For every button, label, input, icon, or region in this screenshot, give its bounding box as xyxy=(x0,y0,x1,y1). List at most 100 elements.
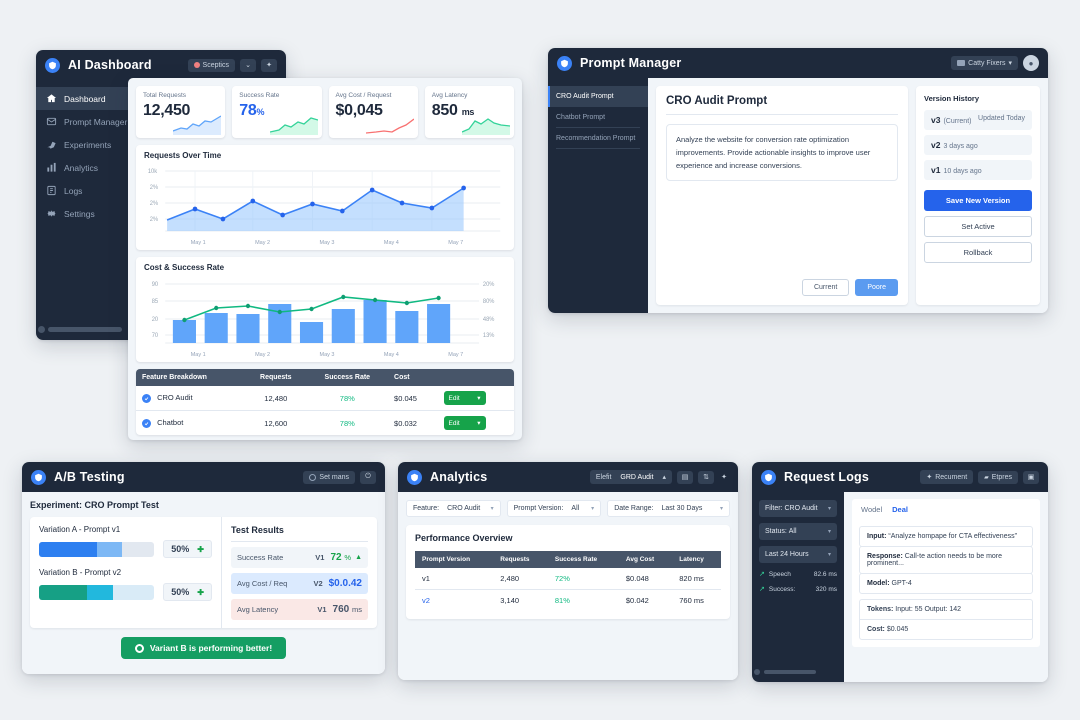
prompt-item-chatbot[interactable]: Chatbot Prompt xyxy=(548,107,648,128)
filter-label: Filter: xyxy=(765,505,783,512)
sort-icon[interactable]: ⇅ xyxy=(698,470,714,484)
add-icon[interactable]: ✦ xyxy=(261,58,277,72)
avatar[interactable]: ● xyxy=(1023,55,1039,71)
tab-detail[interactable]: Deal xyxy=(892,505,908,514)
variation-a-stepper[interactable]: 50% ✚ xyxy=(163,540,212,558)
sidebar-item-settings[interactable]: Settings xyxy=(36,202,286,225)
table-row[interactable]: v2 3,140 81% $0.042 760 ms xyxy=(415,590,721,612)
variation-a: Variation A - Prompt v1 50% ✚ xyxy=(39,525,212,558)
layout-icon[interactable]: ▤ xyxy=(677,470,693,484)
request-logs-sidebar: Filter: CRO Audit ▾ Status: All ▾ Last 2… xyxy=(752,492,844,682)
filter-date-range[interactable]: Date Range: Last 30 Days ▾ xyxy=(607,500,730,517)
cell-version: v2 xyxy=(422,596,430,605)
stat-label: Avg Cost / Request xyxy=(335,92,392,99)
col-latency: Latency xyxy=(672,551,721,568)
feature-breakdown-card: Feature Breakdown Requests Success Rate … xyxy=(136,369,514,435)
xtick: May 3 xyxy=(319,352,335,358)
settings-pill[interactable]: Set mans xyxy=(303,470,355,484)
result-value: 760 ms xyxy=(332,604,362,615)
sidebar-scrollbar[interactable] xyxy=(754,669,816,675)
table-row[interactable]: v1 2,480 72% $0.048 820 ms xyxy=(415,568,721,590)
time-range-select[interactable]: Last 24 Hours ▾ xyxy=(759,546,837,563)
chevron-down-icon: ▾ xyxy=(827,506,831,512)
table-row[interactable]: CRO Audit 12,480 78% $0.045 Edit ▾ xyxy=(136,386,514,411)
tab-model[interactable]: Wodel xyxy=(861,505,883,514)
stat-unit: % xyxy=(256,107,265,117)
prompt-item-recommendation[interactable]: Recommendation Prompt xyxy=(548,128,648,149)
variation-b-stepper[interactable]: 50% ✚ xyxy=(163,583,212,601)
edit-button[interactable]: Edit ▾ xyxy=(443,416,486,430)
version-number: v3 xyxy=(931,115,941,125)
feature-selector[interactable]: Elefit GRD Audit ▴ xyxy=(589,470,672,484)
document-button[interactable]: ✦ Recument xyxy=(920,470,974,484)
print-icon[interactable]: ▣ xyxy=(1023,470,1039,484)
filter-feature[interactable]: Feature: CRO Audit ▾ xyxy=(406,500,501,517)
chevron-down-icon[interactable]: ⌄ xyxy=(240,58,256,72)
col-avg-cost: Avg Cost xyxy=(618,551,673,568)
stat-card-avg-latency: Avg Latency 850 ms xyxy=(424,86,514,138)
prompt-manager-header-actions: Catty Fixers ▾ ● xyxy=(951,55,1039,71)
add-icon[interactable]: ✦ xyxy=(721,474,727,481)
page-title: AI Dashboard xyxy=(68,58,152,72)
sidebar-item-logs[interactable]: Logs xyxy=(36,179,286,202)
sidebar-scrollbar[interactable] xyxy=(38,326,122,333)
current-button[interactable]: Current xyxy=(801,279,850,296)
performance-table: Prompt Version Requests Success Rate Avg… xyxy=(415,551,721,611)
sidebar-item-prompt-manager[interactable]: Prompt Manager xyxy=(36,110,286,133)
account-selector[interactable]: Catty Fixers ▾ xyxy=(951,56,1018,70)
cell-requests: 2,480 xyxy=(493,568,548,590)
sidebar-label: Prompt Manager xyxy=(64,116,128,127)
rocket-icon xyxy=(46,139,57,150)
cost-success-rate-chart: 90 85 20 70 20% 80% 48% 13% xyxy=(144,275,506,351)
log-detail-tabs: Wodel Deal xyxy=(852,499,1040,519)
edit-button[interactable]: Edit ▾ xyxy=(443,391,486,405)
result-label: Avg Latency xyxy=(237,605,279,614)
export-button-label: Etpres xyxy=(991,473,1012,481)
prompt-item-label: CRO Audit Prompt xyxy=(556,93,614,100)
table-row[interactable]: Chatbot 12,600 78% $0.032 Edit ▾ xyxy=(136,411,514,436)
ab-testing-header-actions: Set mans ⏻ xyxy=(303,470,376,484)
selector-value: GRD Audit xyxy=(620,473,654,481)
variation-b-label: Variation B - Prompt v2 xyxy=(39,568,122,577)
export-button[interactable]: ▰ Etpres xyxy=(978,470,1018,484)
sidebar-item-experiments[interactable]: Experiments xyxy=(36,133,286,156)
ytick-right-2: 48% xyxy=(483,317,495,323)
variation-a-slider[interactable] xyxy=(39,541,155,557)
variation-a-label: Variation A - Prompt v1 xyxy=(39,525,121,534)
sidebar-item-analytics[interactable]: Analytics xyxy=(36,156,286,179)
power-icon[interactable]: ⏻ xyxy=(360,470,376,484)
prompt-text-area[interactable]: Analyze the website for conversion rate … xyxy=(666,124,898,182)
log-detail-panel: Input: “Analyze hompape for CTA effectiv… xyxy=(852,519,1040,647)
save-new-version-button[interactable]: Save New Version xyxy=(924,190,1032,211)
prompt-item-cro-audit[interactable]: CRO Audit Prompt xyxy=(548,86,648,107)
version-row[interactable]: v1 10 days ago xyxy=(924,160,1032,180)
cell-cost: $0.042 xyxy=(625,596,649,605)
rollback-button[interactable]: Rollback xyxy=(924,242,1032,263)
prompt-manager-body: CRO Audit Prompt Chatbot Prompt Recommen… xyxy=(548,78,1048,313)
set-active-button[interactable]: Set Active xyxy=(924,216,1032,237)
preview-button[interactable]: Poore xyxy=(855,279,898,296)
variation-b-slider[interactable] xyxy=(39,584,155,600)
version-row[interactable]: v2 3 days ago xyxy=(924,135,1032,155)
trend-icon: ↗ xyxy=(759,571,765,578)
trend-up-icon: ▲ xyxy=(355,554,362,561)
ab-testing-grid: Variation A - Prompt v1 50% ✚ Variation xyxy=(30,517,377,628)
document-button-label: Recument xyxy=(935,473,968,481)
status-select[interactable]: Status: All ▾ xyxy=(759,523,837,540)
sidebar-label: Experiments xyxy=(64,139,112,150)
status-badge[interactable]: Sceptics xyxy=(187,58,235,72)
filter-select[interactable]: Filter: CRO Audit ▾ xyxy=(759,500,837,517)
account-label: Catty Fixers xyxy=(968,59,1006,67)
xtick: May 7 xyxy=(448,240,464,246)
page-title: Request Logs xyxy=(784,470,870,484)
ytick-2: 2% xyxy=(150,201,159,207)
status-dot-icon xyxy=(193,62,200,68)
col-success-rate: Success Rate xyxy=(306,369,389,386)
xtick: May 4 xyxy=(383,352,399,358)
sidebar-label: Analytics xyxy=(64,162,99,173)
version-row[interactable]: v3 (Current) Updated Today xyxy=(924,110,1032,130)
filter-prompt-version[interactable]: Prompt Version: All ▾ xyxy=(506,500,602,517)
prompt-item-label: Recommendation Prompt xyxy=(556,135,636,142)
stat-success: ↗ Success: 320 ms xyxy=(759,585,837,594)
slider-fill-secondary xyxy=(96,541,122,557)
